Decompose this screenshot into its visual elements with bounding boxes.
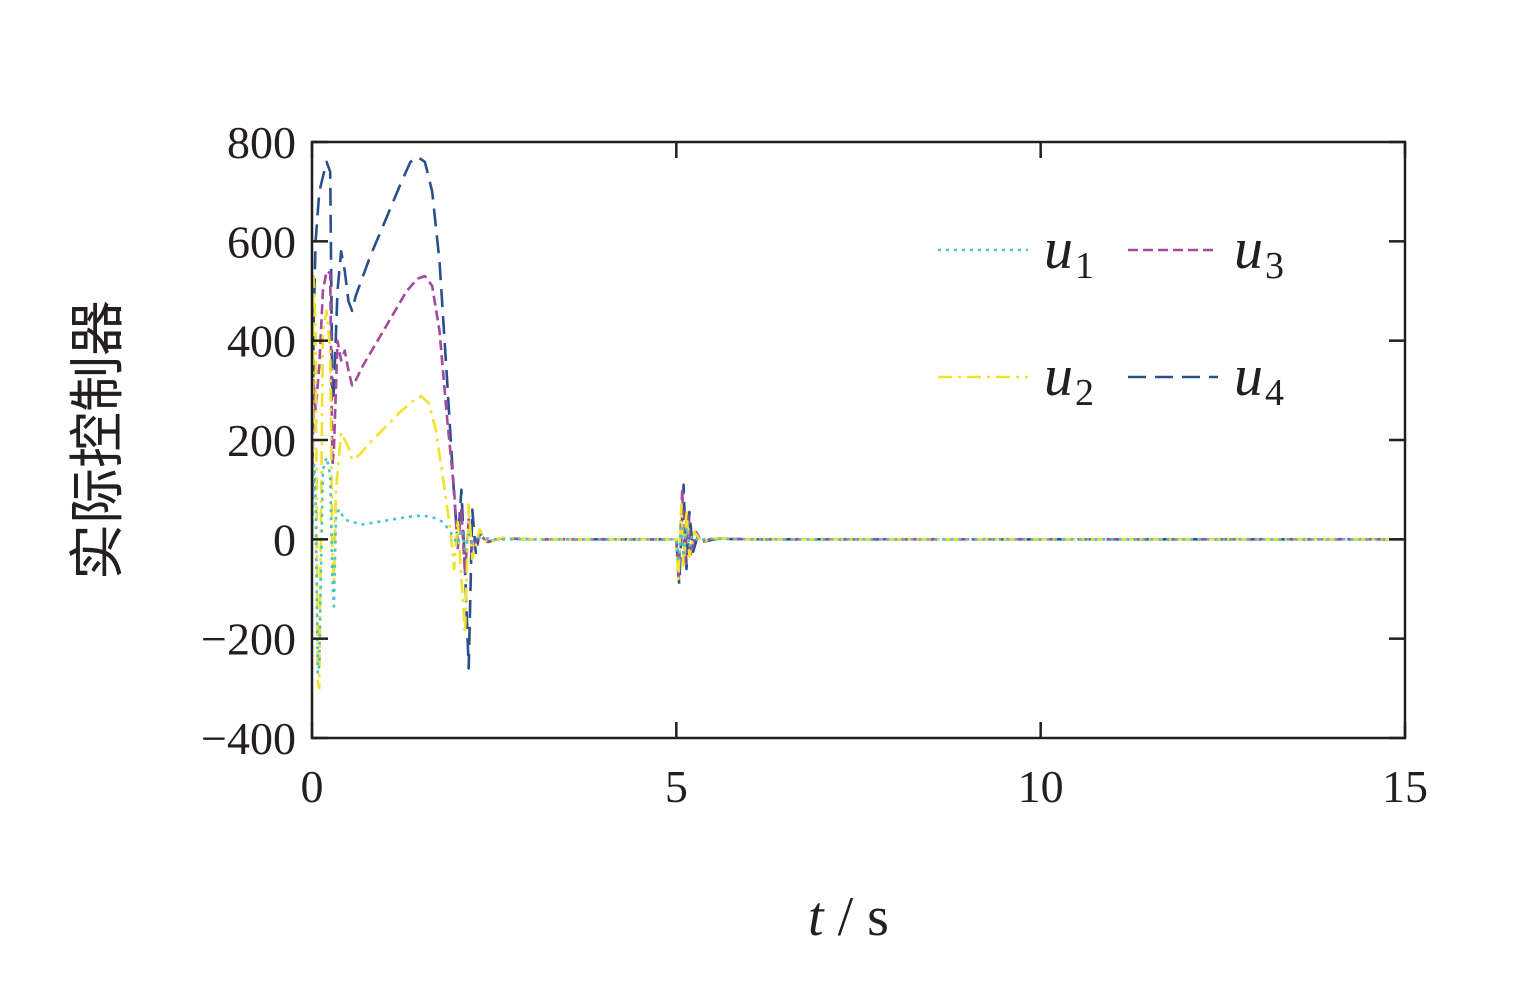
x-tick-label: 15	[1382, 761, 1428, 812]
legend-item-u1: u1	[938, 216, 1094, 287]
series-layer	[312, 155, 1405, 690]
legend-item-u2: u2	[938, 343, 1094, 414]
legend-label: u1	[1044, 216, 1094, 287]
x-tick-label: 10	[1018, 761, 1064, 812]
x-tick-label: 5	[665, 761, 688, 812]
y-tick-label: 600	[227, 216, 296, 267]
series-line-u3	[312, 269, 1405, 581]
legend-item-u4: u4	[1128, 343, 1284, 414]
y-tick-label: 800	[227, 117, 296, 168]
y-tick-label: −400	[201, 713, 296, 764]
tick-layer: 0 5 10 15 −400 −200 0 200 400 600 800	[201, 117, 1428, 812]
legend-label: u4	[1234, 343, 1284, 414]
y-tick-label: 0	[273, 514, 296, 565]
x-tick-label: 0	[301, 761, 324, 812]
y-tick-label: −200	[201, 614, 296, 665]
series-line-u1	[312, 456, 1405, 675]
series-line-u4	[312, 155, 1405, 670]
legend-item-u3: u3	[1128, 216, 1284, 287]
legend-label: u3	[1234, 216, 1284, 287]
y-axis-label: 实际控制器	[68, 300, 130, 580]
x-axis-label: t / s	[808, 886, 889, 948]
legend: u1 u3 u2 u4	[938, 216, 1284, 414]
y-tick-label: 200	[227, 415, 296, 466]
legend-label: u2	[1044, 343, 1094, 414]
label-layer: t / s 实际控制器	[68, 300, 889, 948]
series-line-u2	[312, 274, 1405, 690]
y-tick-label: 400	[227, 316, 296, 367]
